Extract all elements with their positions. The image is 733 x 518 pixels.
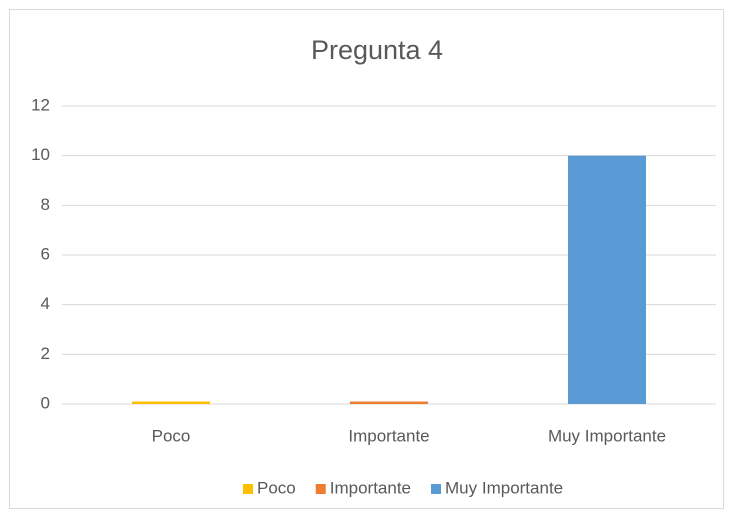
bar xyxy=(568,155,646,404)
y-tick-label: 0 xyxy=(41,393,50,412)
x-tick-label: Poco xyxy=(152,426,191,445)
legend-label: Poco xyxy=(257,478,296,497)
y-tick-label: 6 xyxy=(41,244,50,263)
legend-label: Importante xyxy=(330,478,411,497)
y-tick-label: 2 xyxy=(41,344,50,363)
y-tick-label: 8 xyxy=(41,195,50,214)
y-tick-label: 4 xyxy=(41,294,50,313)
bar xyxy=(132,401,210,404)
legend-swatch xyxy=(315,484,326,494)
chart-title: Pregunta 4 xyxy=(311,35,443,65)
y-tick-label: 10 xyxy=(31,145,50,164)
x-tick-label: Muy Importante xyxy=(548,426,666,445)
legend-swatch xyxy=(431,484,442,494)
x-tick-label: Importante xyxy=(348,426,429,445)
bar xyxy=(350,401,428,404)
legend-swatch xyxy=(243,484,253,494)
y-tick-label: 12 xyxy=(31,95,50,114)
legend-label: Muy Importante xyxy=(445,478,563,497)
